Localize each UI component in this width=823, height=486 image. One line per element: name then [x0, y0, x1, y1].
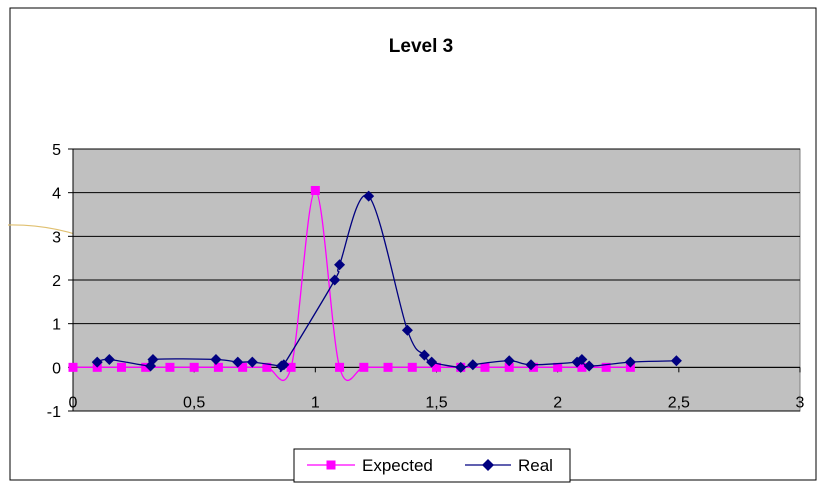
legend-item-real: Real	[465, 456, 553, 475]
point-real	[670, 355, 682, 367]
point-expected	[68, 362, 78, 372]
point-expected	[504, 362, 514, 372]
x-tick-label: 1,5	[425, 394, 447, 411]
y-tick-label: 1	[52, 317, 61, 334]
point-expected	[165, 362, 175, 372]
point-expected	[359, 362, 369, 372]
point-real	[583, 360, 595, 372]
point-expected	[432, 362, 441, 372]
y-tick-label: 2	[52, 273, 61, 290]
point-real	[278, 359, 290, 371]
y-tick-labels: -1 0 1 2 3 4 5	[47, 142, 73, 421]
point-real	[147, 353, 159, 365]
point-expected	[238, 362, 248, 372]
point-real	[91, 356, 103, 368]
point-expected	[286, 362, 296, 372]
point-real	[503, 355, 515, 367]
legend-marker-real	[482, 459, 494, 471]
legend-label-expected: Expected	[362, 456, 433, 475]
y-tick-label: 5	[52, 142, 61, 159]
point-real	[525, 359, 537, 371]
point-expected	[213, 362, 223, 372]
x-tick-label: 2,5	[668, 394, 690, 411]
point-real	[363, 190, 375, 202]
point-real	[624, 356, 636, 368]
legend-label-real: Real	[518, 456, 553, 475]
chart-title: Level 3	[389, 36, 453, 57]
point-expected	[141, 362, 151, 372]
legend: Expected Real	[293, 448, 571, 483]
point-real	[576, 353, 588, 365]
y-tick-label: -1	[47, 404, 61, 421]
legend-item-expected: Expected	[307, 456, 433, 475]
x-tick-label: 0	[69, 394, 78, 411]
series-real	[91, 190, 682, 373]
x-tick-label: 0,5	[183, 394, 205, 411]
point-real	[401, 324, 413, 336]
point-expected	[310, 185, 320, 195]
y-tick-label: 0	[52, 360, 61, 377]
point-real	[426, 356, 438, 368]
point-real	[246, 356, 258, 368]
x-tick-label: 3	[796, 394, 805, 411]
point-real	[418, 349, 430, 361]
point-real	[232, 356, 244, 368]
point-expected	[262, 362, 272, 372]
point-real	[334, 259, 346, 271]
point-expected	[553, 362, 563, 372]
point-expected	[407, 362, 417, 372]
x-tick-labels: 0 0,5 1 1,5 2 2,5 3	[69, 367, 805, 411]
x-tick-label: 1	[311, 394, 320, 411]
point-expected	[116, 362, 126, 372]
legend-marker-expected	[326, 460, 336, 470]
y-tick-label: 4	[52, 186, 61, 203]
point-real	[467, 359, 479, 371]
y-tick-label: 3	[52, 229, 61, 246]
point-expected	[335, 362, 345, 372]
series-layer	[68, 185, 682, 382]
point-expected	[577, 362, 587, 372]
x-tick-label: 2	[553, 394, 562, 411]
point-real	[103, 353, 115, 365]
point-expected	[480, 362, 490, 372]
point-real	[210, 353, 222, 365]
point-expected	[601, 362, 611, 372]
point-expected	[189, 362, 199, 372]
point-real	[455, 361, 467, 373]
point-real	[329, 274, 341, 286]
point-expected	[383, 362, 393, 372]
